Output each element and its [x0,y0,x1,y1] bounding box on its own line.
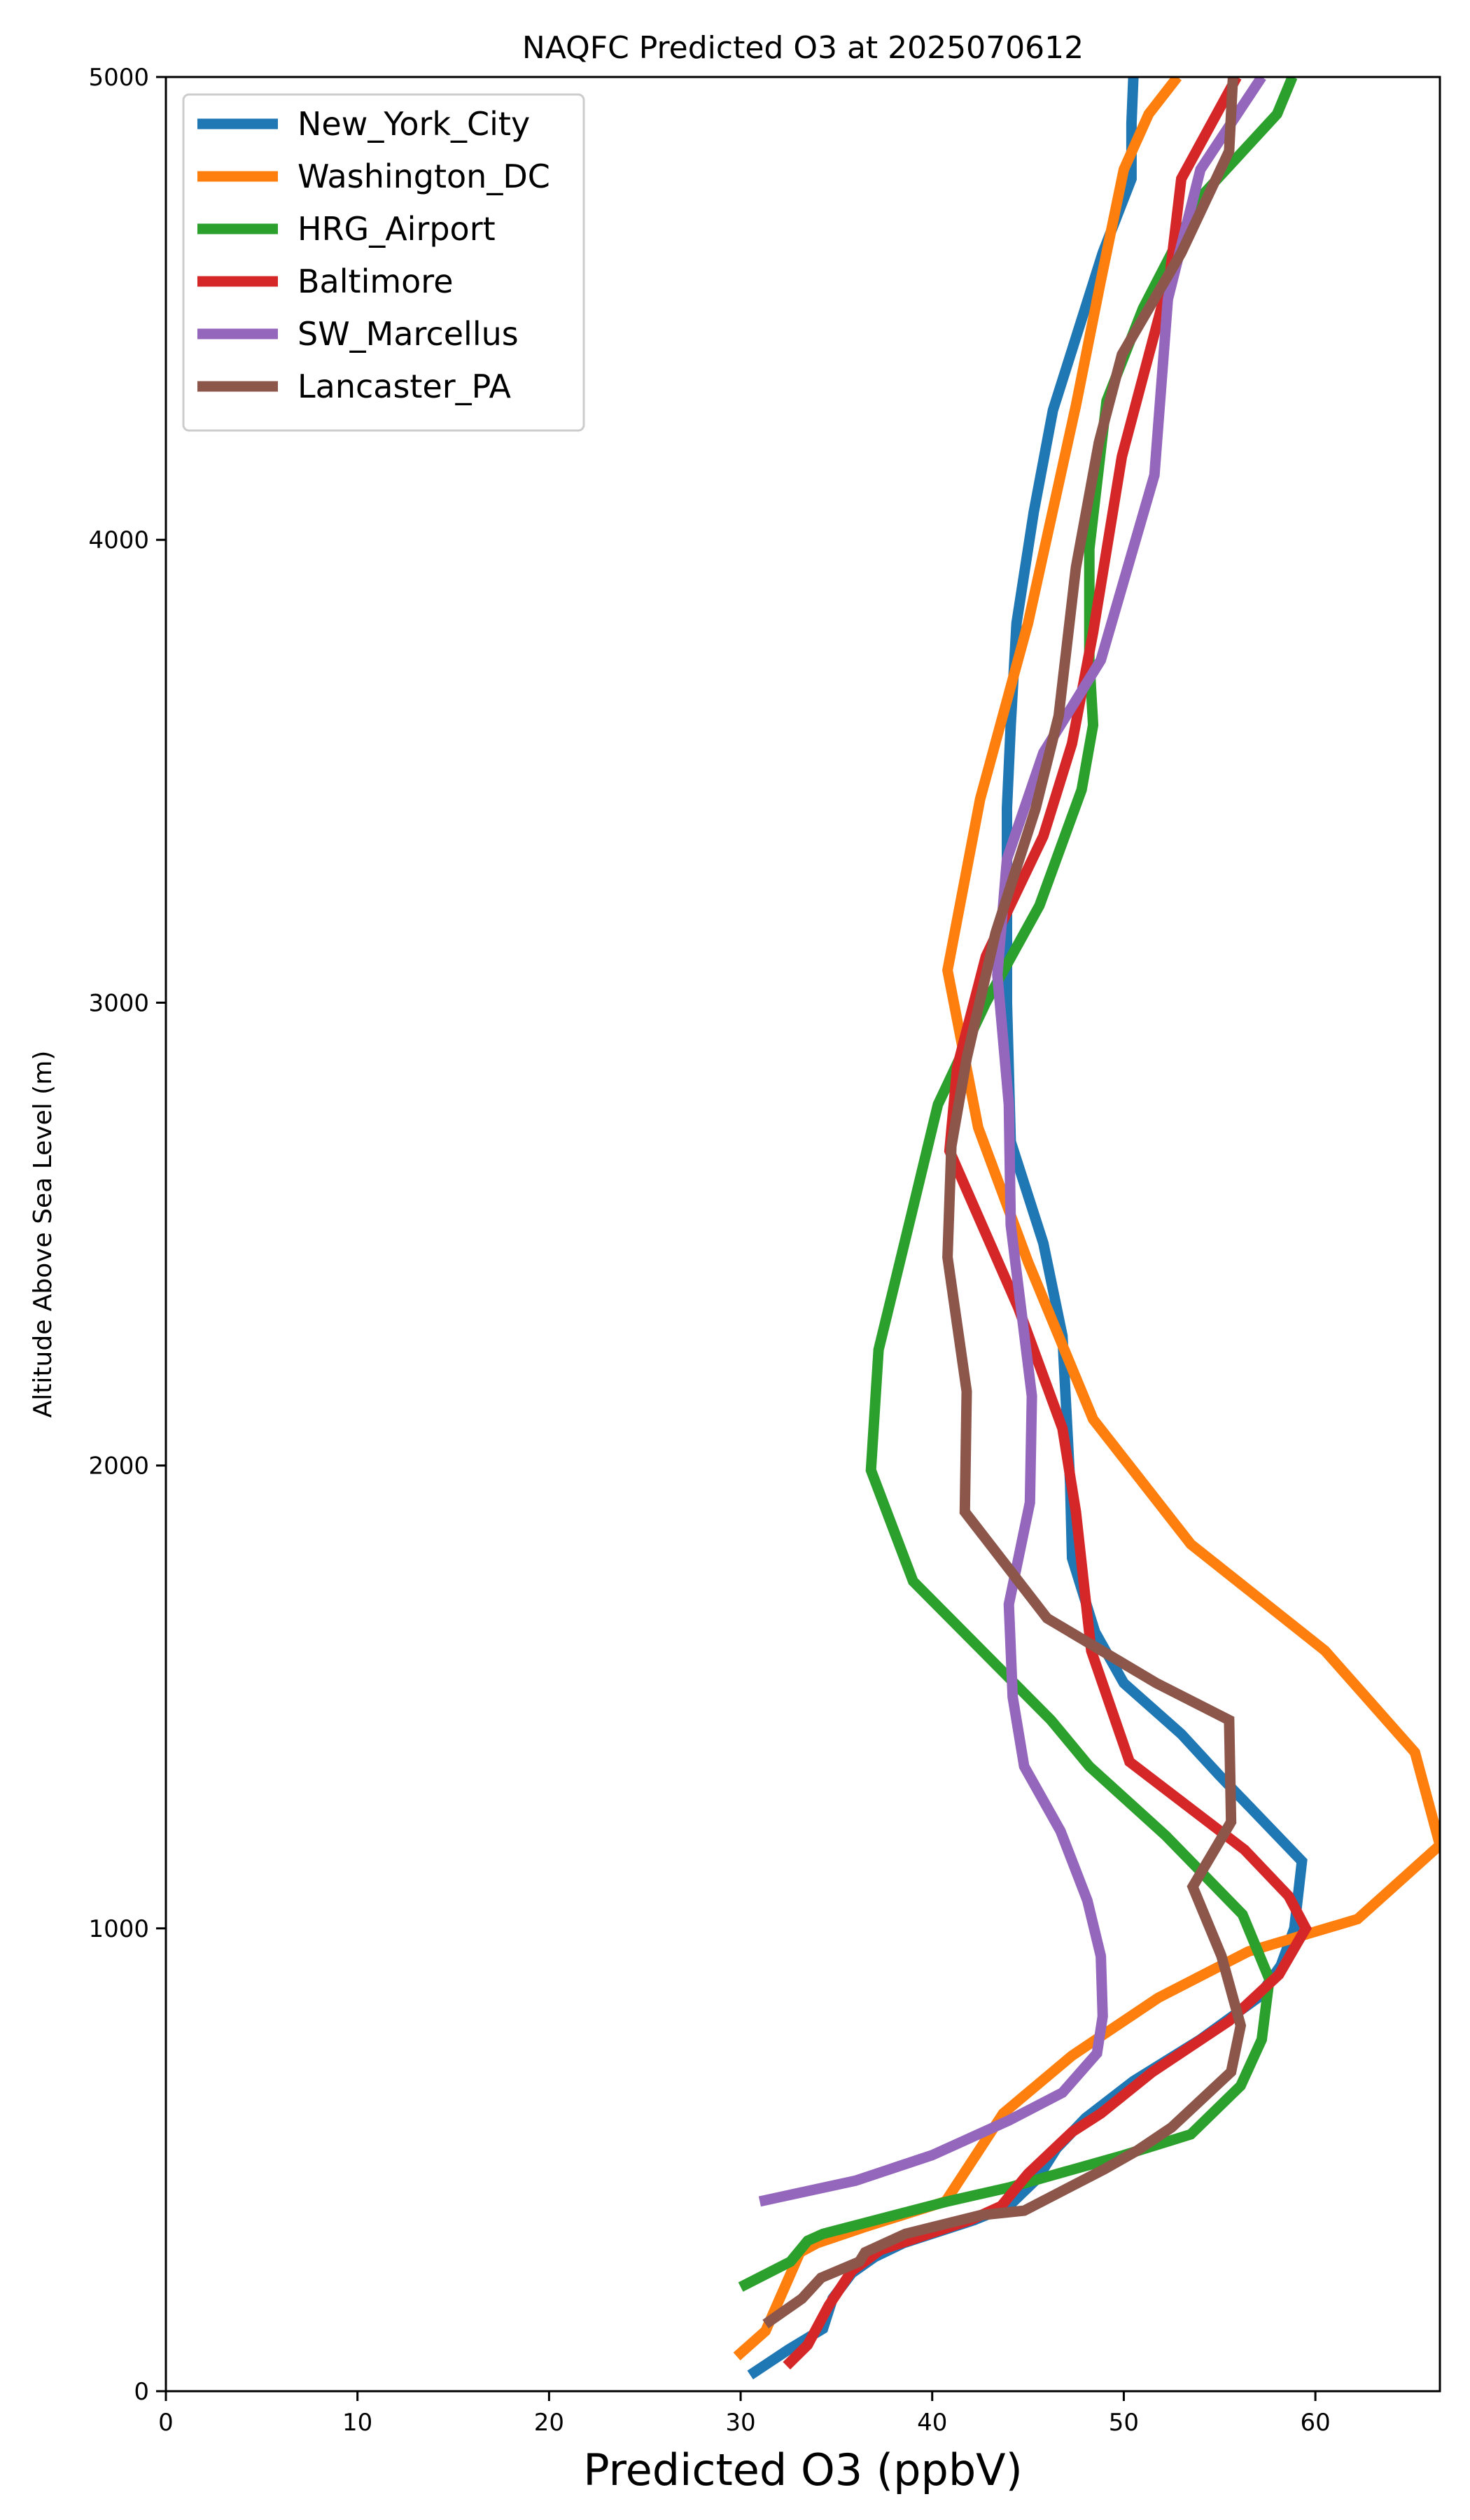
legend-label-lancaster-pa: Lancaster_PA [298,368,511,405]
legend-label-sw-marcellus: SW_Marcellus [298,315,519,353]
y-tick-label: 0 [134,2378,149,2406]
y-tick-label: 1000 [88,1915,149,1943]
x-tick-label: 40 [917,2409,947,2437]
y-axis-label: Altitude Above Sea Level (m) [29,1051,57,1418]
legend-label-baltimore: Baltimore [298,262,454,300]
series-lines [733,77,1440,2380]
x-tick-label: 50 [1109,2409,1139,2437]
y-tick-label: 2000 [88,1452,149,1480]
series-line-hrg-airport [738,77,1298,2292]
legend: New_York_City Washington_DC HRG_Airport Bal… [182,93,585,432]
y-tick-label: 4000 [88,526,149,554]
legend-label-washington-dc: Washington_DC [298,158,550,195]
y-tick-label: 3000 [88,989,149,1017]
x-tick-label: 10 [342,2409,372,2437]
x-axis-label: Predicted O3 (ppbV) [583,2444,1023,2496]
x-tick-label: 60 [1300,2409,1330,2437]
x-tick-label: 30 [725,2409,755,2437]
series-line-lancaster-pa [762,77,1247,2329]
chart-title: NAQFC Predicted O3 at 2025070612 [522,30,1084,66]
legend-label-new-york-city: New_York_City [298,105,530,143]
y-tick-label: 5000 [88,64,149,92]
legend-box [182,93,585,432]
x-tick-label: 20 [534,2409,564,2437]
legend-label-hrg-airport: HRG_Airport [298,210,496,248]
series-line-sw-marcellus [758,77,1266,2207]
plot-frame [164,76,1441,2393]
x-tick-label: 0 [158,2409,174,2437]
axis-ticks: 0 10 20 30 40 50 60 0 1000 2000 3000 4000 5000 [88,64,1330,2437]
